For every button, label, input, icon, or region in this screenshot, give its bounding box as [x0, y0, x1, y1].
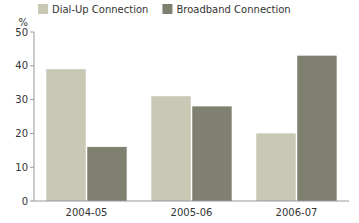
- y-tick-label: 50: [15, 27, 28, 38]
- y-axis-line: [34, 32, 35, 201]
- y-tick-label: 0: [22, 196, 28, 207]
- y-tick: [30, 167, 34, 168]
- bars: [46, 56, 336, 201]
- bar: [46, 69, 85, 201]
- legend-swatch: [162, 4, 172, 14]
- y-tick-label: 10: [15, 162, 28, 173]
- bar: [151, 96, 190, 201]
- y-axis-label: %: [18, 17, 28, 28]
- legend-label: Broadband Connection: [176, 4, 290, 15]
- bar: [297, 56, 336, 201]
- chart-container: 0 10 20 30 40 50 2004-05 2005-06 2006-07% Dial-Up…: [0, 0, 359, 223]
- legend-label: Dial-Up Connection: [52, 4, 148, 15]
- x-tick-label: 2005-06: [171, 207, 213, 218]
- y-tick: [30, 133, 34, 134]
- x-axis-line: [34, 201, 349, 202]
- x-tick-label: 2006-07: [276, 207, 318, 218]
- bar: [87, 147, 126, 201]
- chart-svg: 0 10 20 30 40 50 2004-05 2005-06 2006-07% Dial-Up…: [0, 0, 359, 223]
- y-tick: [30, 99, 34, 100]
- legend-swatch: [38, 4, 48, 14]
- y-tick: [30, 32, 34, 33]
- legend: Dial-Up Connection Broadband Connection: [38, 4, 291, 15]
- bar: [192, 106, 231, 201]
- y-tick: [30, 201, 34, 202]
- x-tick-label: 2004-05: [66, 207, 108, 218]
- y-tick-label: 20: [15, 128, 28, 139]
- y-tick-label: 40: [15, 60, 28, 71]
- bar: [256, 133, 295, 201]
- y-tick: [30, 65, 34, 66]
- y-tick-label: 30: [15, 94, 28, 105]
